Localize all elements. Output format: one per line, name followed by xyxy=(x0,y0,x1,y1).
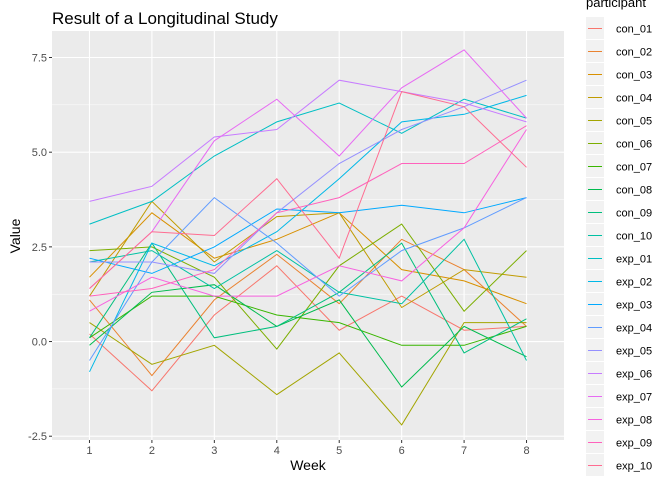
x-tick-label: 4 xyxy=(274,445,280,457)
series-line-exp-08 xyxy=(89,129,527,312)
chart-title: Result of a Longitudinal Study xyxy=(52,9,278,28)
legend-label: con_10 xyxy=(616,231,652,243)
series-line-con-04 xyxy=(89,200,527,309)
x-tick-label: 7 xyxy=(461,445,467,457)
series-line-con-03 xyxy=(89,212,527,305)
y-tick-label: 7.5 xyxy=(32,53,47,65)
legend-label: exp_07 xyxy=(616,392,652,404)
plot-panel xyxy=(52,31,564,440)
series-line-exp-03 xyxy=(89,197,527,274)
x-tick-label: 1 xyxy=(86,445,92,457)
y-tick-label: 0.0 xyxy=(32,337,47,349)
y-tick-label: -2.5 xyxy=(28,431,47,443)
legend-label: exp_09 xyxy=(616,438,652,450)
series-line-con-02 xyxy=(89,238,527,377)
legend-label: exp_02 xyxy=(616,277,652,289)
series-line-con-08 xyxy=(89,284,527,388)
series-line-exp-06 xyxy=(89,79,527,202)
series-line-exp-09 xyxy=(89,125,527,297)
x-tick-label: 3 xyxy=(211,445,217,457)
legend-label: exp_08 xyxy=(616,415,652,427)
series-line-con-07 xyxy=(89,295,527,346)
series-line-exp-05 xyxy=(89,79,527,274)
x-axis-title: Week xyxy=(290,457,327,473)
legend-label: con_04 xyxy=(616,93,652,105)
series-line-exp-04 xyxy=(89,196,527,361)
x-tick-label: 6 xyxy=(399,445,405,457)
legend-label: con_05 xyxy=(616,116,652,128)
legend-label: con_03 xyxy=(616,70,652,82)
legend-label: con_06 xyxy=(616,139,652,151)
legend-label: exp_10 xyxy=(616,461,652,473)
series-line-exp-07 xyxy=(89,49,527,289)
x-tick-label: 2 xyxy=(149,445,155,457)
x-axis-ticks: 1 2 3 4 5 6 7 8 xyxy=(86,440,530,457)
legend-label: exp_01 xyxy=(616,254,652,266)
series-line-exp-01 xyxy=(89,98,527,225)
series-line-con-09 xyxy=(89,242,527,354)
y-axis-ticks: -2.5 0.0 2.5 5.0 7.5 xyxy=(28,53,52,443)
legend-title: participant xyxy=(586,0,646,10)
legend-label: exp_06 xyxy=(616,369,652,381)
series-line-con-05 xyxy=(89,322,527,426)
x-tick-label: 5 xyxy=(336,445,342,457)
legend-label: con_01 xyxy=(616,24,652,36)
series-line-con-01 xyxy=(89,265,527,392)
legend-label: con_02 xyxy=(616,47,652,59)
y-axis-title: Value xyxy=(7,218,23,253)
legend: participant con_01con_02con_03con_04con_… xyxy=(586,0,652,476)
legend-label: exp_03 xyxy=(616,300,652,312)
legend-label: con_07 xyxy=(616,162,652,174)
legend-label: exp_04 xyxy=(616,323,652,335)
legend-label: exp_05 xyxy=(616,346,652,358)
series-line-con-10 xyxy=(89,238,527,361)
y-tick-label: 2.5 xyxy=(32,242,47,254)
series-lines xyxy=(89,49,527,426)
y-tick-label: 5.0 xyxy=(32,147,47,159)
series-line-exp-10 xyxy=(89,91,527,289)
x-tick-label: 8 xyxy=(523,445,529,457)
grid-major xyxy=(52,31,564,440)
legend-label: con_09 xyxy=(616,208,652,220)
legend-items: con_01 con_02 con_03 con_04 con_05 con_06 con_… xyxy=(586,17,652,476)
legend-label: con_08 xyxy=(616,185,652,197)
